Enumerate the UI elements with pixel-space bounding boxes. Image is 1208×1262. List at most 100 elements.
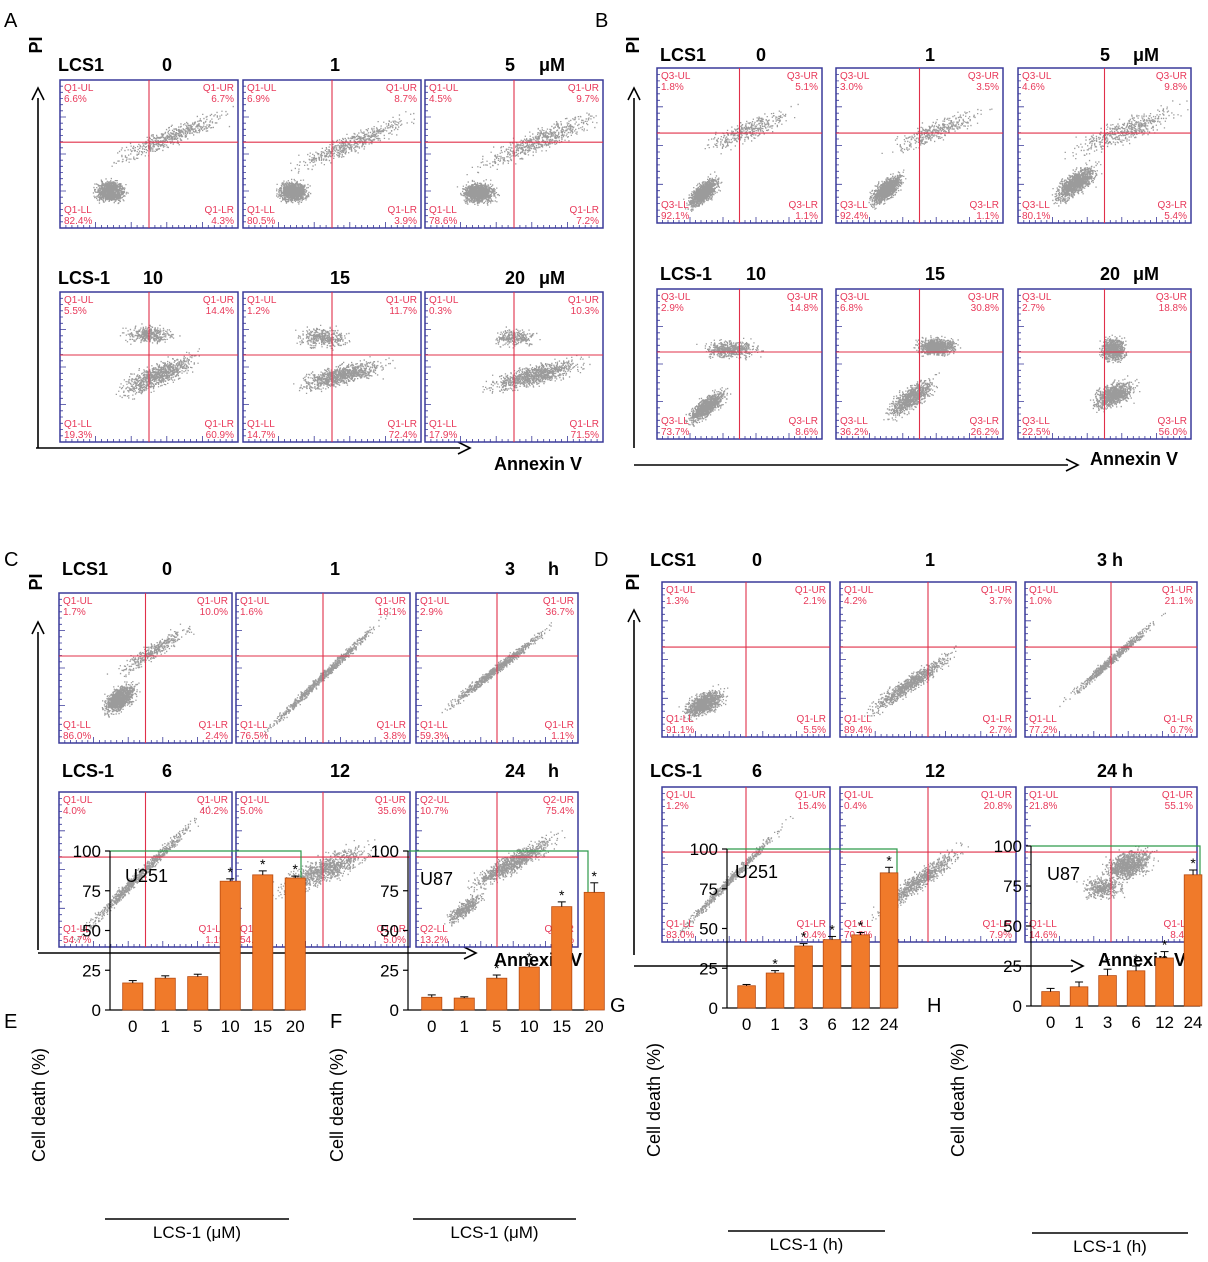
quadrant-ll-label: Q1-LL — [63, 720, 91, 731]
quadrant-ul-label: Q1-UL — [429, 83, 459, 94]
quadrant-ll-value: 73.7% — [661, 427, 689, 438]
quadrant-lr-label: Q1-LR — [205, 205, 234, 216]
bar — [1041, 991, 1060, 1007]
y-tick-label: 75 — [82, 882, 101, 901]
y-axis-arrowhead — [627, 86, 641, 101]
quadrant-ur-value: 20.8% — [984, 801, 1012, 812]
y-tick-label: 50 — [1003, 917, 1022, 936]
quadrant-lr-label: Q1-LR — [388, 205, 417, 216]
event-dots — [92, 105, 234, 205]
plot-ticks — [59, 598, 227, 743]
event-dots — [444, 830, 566, 927]
quadrant-ll-label: Q1-LL — [1029, 919, 1057, 930]
dot-plot — [661, 786, 831, 943]
quadrant-ll-label: Q1-LL — [247, 419, 275, 430]
quadrant-ur-label: Q1-UR — [375, 795, 406, 806]
quadrant-ul-value: 6.6% — [64, 94, 87, 105]
x-axis-arrowhead — [1070, 959, 1085, 973]
bar — [1183, 874, 1203, 1007]
quadrant-ur-label: Q1-UR — [203, 83, 234, 94]
unit-label: μM — [1133, 264, 1159, 284]
dot-plot — [424, 291, 604, 443]
quadrant-lr-value: 3.8% — [383, 731, 406, 742]
quadrant-ll-value: 80.5% — [247, 216, 275, 227]
quadrant-ll-label: Q3-LL — [840, 200, 868, 211]
event-dots — [276, 111, 415, 205]
condition-value-label: 15 — [925, 264, 945, 284]
y-tick-label: 25 — [380, 961, 399, 980]
dot-plot — [1024, 786, 1198, 943]
bar — [851, 934, 870, 1009]
quadrant-lr-label: Q1-LR — [797, 714, 826, 725]
quadrant-lr-value: 1.1% — [551, 731, 574, 742]
quadrant-ul-value: 5.5% — [64, 306, 87, 317]
bar-chart-x-label: LCS-1 (h) — [770, 1235, 844, 1254]
unit-label: μM — [539, 55, 565, 75]
quadrant-lr-label: Q3-LR — [970, 200, 999, 211]
event-dots — [1051, 100, 1189, 207]
unit-label: μM — [539, 268, 565, 288]
x-tick-label: 1 — [460, 1017, 469, 1036]
unit-label: μM — [1133, 45, 1159, 65]
condition-value-label: 1 — [330, 559, 340, 579]
condition-value-label: 0 — [162, 55, 172, 75]
quadrant-ul-value: 10.7% — [420, 806, 448, 817]
condition-value-label: 10 — [746, 264, 766, 284]
row-prefix-label: LCS1 — [58, 55, 104, 75]
quadrant-lr-value: 26.2% — [971, 427, 999, 438]
panel-letter: D — [594, 549, 608, 571]
quadrant-ur-label: Q2-UR — [543, 795, 574, 806]
condition-value-label: 5 — [505, 55, 515, 75]
bar — [252, 874, 274, 1011]
quadrant-ul-value: 0.3% — [429, 306, 452, 317]
quadrant-ul-value: 2.7% — [1022, 303, 1045, 314]
plot-ticks — [1025, 588, 1192, 737]
x-tick-label: 10 — [520, 1017, 539, 1036]
event-dots — [71, 805, 210, 944]
quadrant-ll-value: 76.5% — [240, 731, 268, 742]
event-dots — [683, 103, 799, 212]
y-axis-label-pi: PI — [623, 36, 643, 53]
quadrant-lr-value: 0.4% — [803, 930, 826, 941]
quadrant-ll-value: 14.7% — [247, 430, 275, 441]
quadrant-ul-label: Q1-UL — [240, 596, 270, 607]
quadrant-ul-value: 6.9% — [247, 94, 270, 105]
quadrant-lr-label: Q3-LR — [970, 416, 999, 427]
quadrant-lr-label: Q1-LR — [377, 720, 406, 731]
quadrant-ll-value: 83.0% — [666, 930, 694, 941]
condition-value-label: 0 — [756, 45, 766, 65]
bar — [453, 997, 475, 1011]
quadrant-ur-label: Q1-UR — [1162, 790, 1193, 801]
x-tick-label: 6 — [827, 1015, 836, 1034]
dot-plot — [1024, 581, 1198, 738]
quadrant-lr-value: 3.9% — [394, 216, 417, 227]
y-tick-label: 100 — [994, 837, 1022, 856]
quadrant-lr-value: 2.4% — [205, 731, 228, 742]
quadrant-ul-label: Q3-UL — [840, 292, 870, 303]
quadrant-ll-value: 13.2% — [420, 935, 448, 946]
quadrant-ll-value: 86.0% — [63, 731, 91, 742]
quadrant-ll-value: 77.2% — [1029, 725, 1057, 736]
quadrant-ul-label: Q1-UL — [1029, 790, 1059, 801]
quadrant-ul-value: 1.6% — [240, 607, 263, 618]
panel-letter: H — [927, 995, 941, 1017]
quadrant-ul-label: Q1-UL — [844, 790, 874, 801]
bar — [154, 977, 176, 1011]
y-axis-arrowhead — [31, 86, 45, 101]
y-tick-label: 25 — [82, 961, 101, 980]
quadrant-lr-label: Q3-LR — [789, 200, 818, 211]
y-tick-label: 0 — [1013, 997, 1022, 1016]
quadrant-ur-label: Q1-UR — [568, 295, 599, 306]
quadrant-ul-value: 1.2% — [666, 801, 689, 812]
bar — [421, 996, 443, 1011]
plot-ticks — [425, 85, 598, 228]
quadrant-ll-label: Q3-LL — [840, 416, 868, 427]
quadrant-lr-value: 56.0% — [1159, 427, 1187, 438]
quadrant-lr-label: Q1-LR — [388, 419, 417, 430]
quadrant-ll-value: 59.3% — [420, 731, 448, 742]
event-dots — [1089, 334, 1141, 413]
quadrant-ul-label: Q1-UL — [666, 585, 696, 596]
bar — [486, 977, 508, 1011]
dot-plot — [839, 581, 1017, 738]
x-tick-label: 5 — [193, 1017, 202, 1036]
